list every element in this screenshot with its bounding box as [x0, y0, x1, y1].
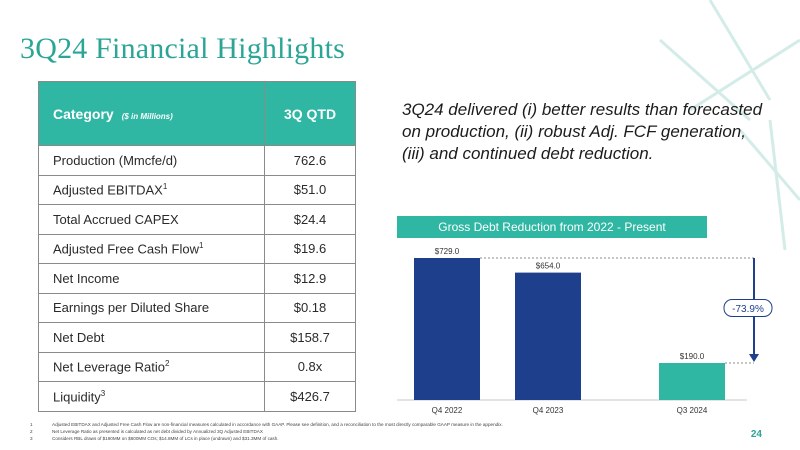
row-value: $51.0: [264, 174, 356, 205]
row-label: Earnings per Diluted Share: [38, 292, 265, 323]
x-tick-label: Q3 2024: [677, 406, 708, 415]
bar: [659, 362, 725, 400]
summary-statement: 3Q24 delivered (i) better results than f…: [402, 100, 763, 163]
row-value: $158.7: [264, 322, 356, 353]
header-period: 3Q QTD: [264, 81, 356, 146]
table-row: Net Debt $158.7: [38, 322, 356, 353]
bar: [414, 258, 480, 400]
annotation-label: -73.9%: [732, 304, 764, 315]
chart-title: Gross Debt Reduction from 2022 - Present: [397, 216, 707, 238]
footnote-ref: 2: [165, 359, 170, 369]
row-label: Liquidity3: [38, 381, 265, 412]
footnote-text: Adjusted EBITDAX and Adjusted Free Cash …: [52, 422, 503, 427]
row-value: $0.18: [264, 292, 356, 323]
row-label-text: Net Leverage Ratio: [53, 359, 166, 375]
footnote-number: 1: [30, 422, 33, 427]
financial-highlights-table: Category ($ in Millions) 3Q QTD Productio…: [38, 81, 356, 412]
data-label: $190.0: [680, 352, 705, 361]
data-label: $729.0: [435, 247, 460, 256]
footnote-number: 3: [30, 436, 33, 441]
row-value: 0.8x: [264, 351, 356, 382]
row-value: $426.7: [264, 381, 356, 412]
header-category: Category ($ in Millions): [38, 81, 265, 146]
arrow-down-icon: [749, 353, 759, 362]
row-label: Total Accrued CAPEX: [38, 204, 265, 235]
x-tick-label: Q4 2023: [533, 406, 564, 415]
table-header-row: Category ($ in Millions) 3Q QTD: [38, 81, 356, 146]
row-label: Net Debt: [38, 322, 265, 353]
row-label-text: Adjusted Free Cash Flow: [53, 241, 199, 257]
footnote-ref: 3: [100, 388, 106, 398]
row-value: $19.6: [264, 233, 356, 264]
table-row: Total Accrued CAPEX $24.4: [38, 204, 356, 235]
row-label: Net Leverage Ratio2: [38, 351, 265, 382]
footnote-ref: 1: [198, 241, 204, 251]
row-label: Adjusted Free Cash Flow1: [38, 233, 265, 264]
data-label: $654.0: [536, 262, 561, 271]
footnote-number: 2: [30, 429, 33, 434]
row-label-text: Net Debt: [53, 329, 105, 345]
table-row: Earnings per Diluted Share $0.18: [38, 292, 356, 323]
footnote-text: Net Leverage Ratio as presented is calcu…: [52, 429, 263, 434]
table-row: Liquidity3 $426.7: [38, 381, 356, 412]
footnote: 1 Adjusted EBITDAX and Adjusted Free Cash…: [30, 421, 730, 428]
footnote-text: Considers RBL draws of $190MM on $600MM …: [52, 436, 279, 441]
bar: [515, 272, 581, 400]
row-label-text: Net Income: [53, 270, 120, 286]
footnote: 3 Considers RBL draws of $190MM on $600MM…: [30, 435, 730, 442]
row-value: $12.9: [264, 263, 356, 294]
table-row: Net Leverage Ratio2 0.8x: [38, 351, 356, 382]
row-label: Net Income: [38, 263, 265, 294]
row-label-text: Adjusted EBITDAX: [53, 182, 163, 198]
footnotes: 1 Adjusted EBITDAX and Adjusted Free Cash…: [30, 421, 730, 442]
row-label-text: Total Accrued CAPEX: [53, 211, 179, 227]
page-number: 24: [750, 429, 762, 440]
row-label-text: Liquidity: [53, 388, 101, 404]
header-category-label: Category: [53, 105, 114, 122]
page-title: 3Q24 Financial Highlights: [20, 32, 345, 65]
debt-reduction-chart: $729.0 Q4 2022 $654.0 Q4 2023 $190.0 Q3 2024 -…: [397, 247, 773, 415]
table-row: Production (Mmcfe/d) 762.6: [38, 145, 356, 176]
x-tick-label: Q4 2022: [432, 406, 463, 415]
annotation-badge: [723, 298, 773, 317]
table-row: Adjusted EBITDAX1 $51.0: [38, 174, 356, 205]
header-unit-label: ($ in Millions): [121, 111, 173, 121]
row-value: 762.6: [264, 145, 356, 176]
row-label-text: Production (Mmcfe/d): [53, 152, 178, 168]
table-row: Adjusted Free Cash Flow1 $19.6: [38, 233, 356, 264]
row-value: $24.4: [264, 204, 356, 235]
row-label: Production (Mmcfe/d): [38, 145, 265, 176]
footnote: 2 Net Leverage Ratio as presented is calc…: [30, 428, 730, 435]
table-row: Net Income $12.9: [38, 263, 356, 294]
footnote-ref: 1: [162, 182, 168, 192]
row-label: Adjusted EBITDAX1: [38, 174, 265, 205]
row-label-text: Earnings per Diluted Share: [53, 300, 210, 316]
